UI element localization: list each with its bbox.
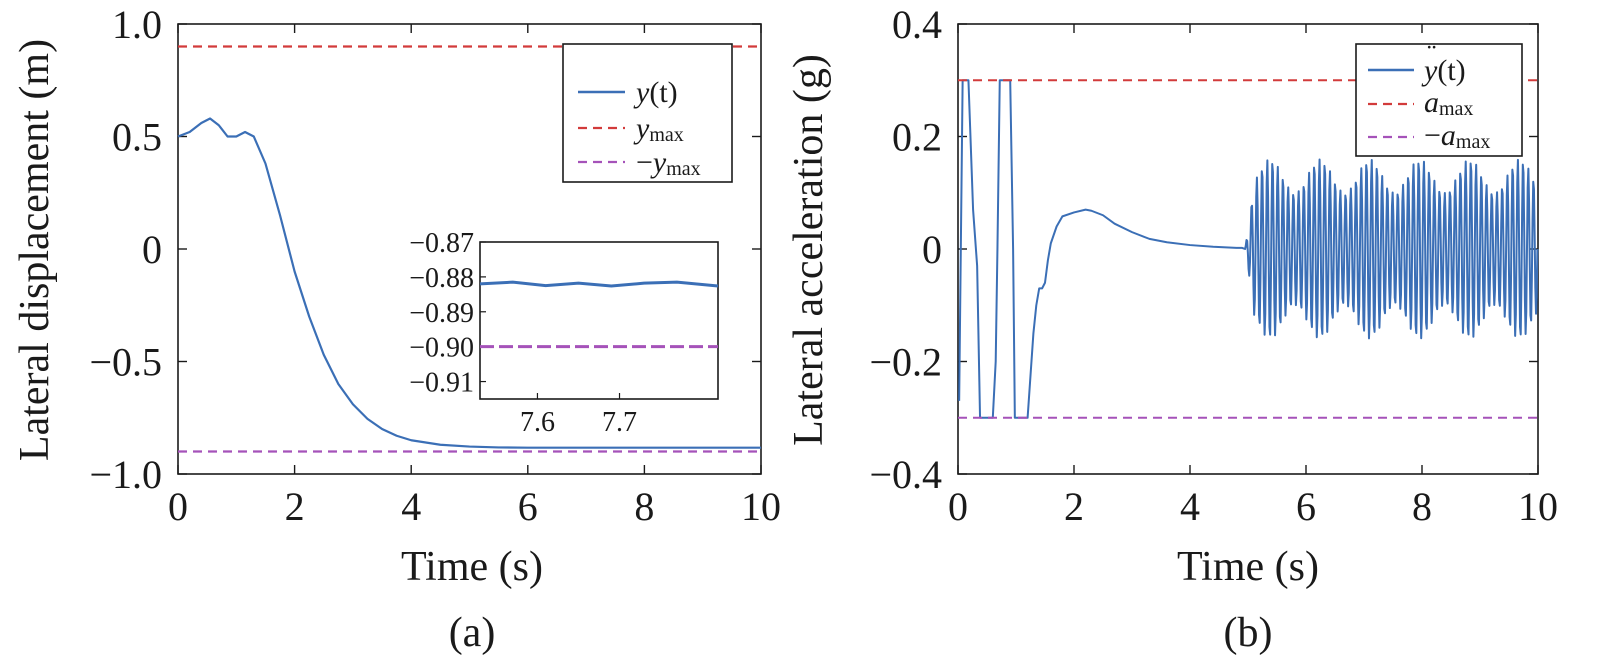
- a-xtick-label: 4: [401, 484, 421, 529]
- b-ytick-label: 0.2: [892, 115, 942, 160]
- b-ytick-label: 0.4: [892, 2, 942, 47]
- a-ytick-label: 1.0: [112, 2, 162, 47]
- tick-labels-a: 0 2 4 6 8 10 −1.0 −0.5 0 0.5 1.0: [89, 2, 781, 529]
- legend-label-neg-amax: −amax: [1424, 119, 1490, 153]
- b-xtick-label: 4: [1180, 484, 1200, 529]
- b-xtick-label: 0: [948, 484, 968, 529]
- legend-label-ydd: y(t): [1421, 54, 1466, 87]
- legend-box-a: [562, 43, 733, 183]
- a-ytick-label: 0.5: [112, 115, 162, 160]
- panel-a: 0 2 4 6 8 10 −1.0 −0.5 0 0.5 1.0 Time (s) Lateral …: [12, 2, 781, 656]
- b-xtick-label: 8: [1412, 484, 1432, 529]
- b-xtick-label: 6: [1296, 484, 1316, 529]
- inset-frame: [479, 241, 719, 400]
- x-axis-label-b: Time (s): [1177, 544, 1319, 590]
- b-ytick-label: 0: [922, 227, 942, 272]
- b-ytick-label: −0.2: [869, 340, 942, 385]
- legend-label-neg-ymax: −ymax: [636, 146, 701, 180]
- a-ytick-label: −0.5: [89, 340, 162, 385]
- a-xtick-label: 10: [741, 484, 781, 529]
- inset-ytick-label: −0.87: [409, 228, 474, 259]
- panel-label-b: (b): [1224, 610, 1273, 656]
- inset-ytick-label: −0.88: [409, 263, 474, 294]
- b-xtick-label: 10: [1518, 484, 1558, 529]
- inset-xtick-label: 7.6: [520, 407, 555, 438]
- y-axis-label-a: Lateral displacement (m): [12, 39, 58, 461]
- legend-neg-ymax-base: y: [650, 146, 667, 179]
- panel-b: 0 2 4 6 8 10 −0.4 −0.2 0 0.2 0.4 Time (s) Lateral …: [786, 2, 1558, 656]
- b-series-0: [958, 79, 1539, 419]
- inset-ytick-label: −0.90: [409, 333, 474, 364]
- legend-neg-amax-base: a: [1441, 119, 1456, 152]
- legend-neg-ymax-sub: max: [666, 158, 700, 180]
- axis-ticks-a: [177, 23, 762, 475]
- tick-labels-b: 0 2 4 6 8 10 −0.4 −0.2 0 0.2 0.4: [869, 2, 1558, 529]
- a-xtick-label: 2: [285, 484, 305, 529]
- x-axis-label-a: Time (s): [401, 544, 543, 590]
- inset-tick-labels: 7.6 7.7 −0.87 −0.88 −0.89 −0.90 −0.91: [409, 228, 637, 438]
- inset-ytick-label: −0.91: [409, 368, 474, 399]
- y-axis-label-b: Lateral acceleration (g): [786, 54, 832, 446]
- legend-label-y: y(t): [633, 76, 678, 109]
- legend-neg-amax-sign: −: [1424, 119, 1441, 152]
- inset-xtick-label: 7.7: [602, 407, 637, 438]
- inset-ytick-label: −0.89: [409, 298, 474, 329]
- legend-ymax-sub: max: [649, 124, 683, 146]
- legend-ydd-arg: (t): [1437, 54, 1465, 87]
- a-series-0: [177, 117, 761, 449]
- legend-amax-sub: max: [1439, 98, 1473, 120]
- legend-ydd-dots: ¨: [1427, 40, 1436, 71]
- a-xtick-label: 6: [518, 484, 538, 529]
- inset-plot: 7.6 7.7 −0.87 −0.88 −0.89 −0.90 −0.91: [409, 228, 719, 438]
- legend-b: y(t) ¨ amax −amax: [1355, 40, 1523, 157]
- b-xtick-label: 2: [1064, 484, 1084, 529]
- legend-ydd-main: y: [1421, 54, 1438, 87]
- legend-label-ymax: ymax: [633, 112, 684, 146]
- inset-series-0: [479, 280, 719, 288]
- legend-neg-ymax-sign: −: [636, 146, 653, 179]
- a-ytick-label: 0: [142, 227, 162, 272]
- legend-neg-amax-sub: max: [1456, 131, 1490, 153]
- legend-y-main: y: [633, 76, 650, 109]
- legend-ymax-base: y: [633, 112, 650, 145]
- legend-amax-base: a: [1424, 86, 1439, 119]
- a-ytick-label: −1.0: [89, 452, 162, 497]
- legend-label-amax: amax: [1424, 86, 1473, 120]
- legend-y-arg: (t): [649, 76, 677, 109]
- inset-series-layer: [479, 280, 719, 349]
- a-xtick-label: 0: [168, 484, 188, 529]
- a-xtick-label: 8: [634, 484, 654, 529]
- b-ytick-label: −0.4: [869, 452, 942, 497]
- panel-label-a: (a): [449, 610, 496, 656]
- legend-a: y(t) ymax −ymax: [562, 43, 733, 183]
